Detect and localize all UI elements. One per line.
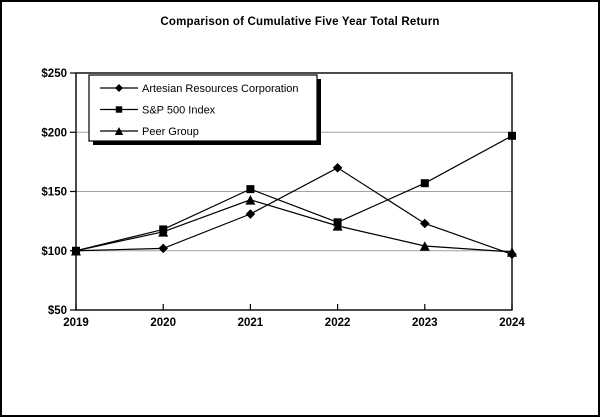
chart-title: Comparison of Cumulative Five Year Total… (160, 16, 440, 28)
data-point-marker (508, 131, 516, 140)
x-tick-label: 2023 (412, 317, 438, 329)
x-tick-label: 2022 (325, 317, 351, 329)
data-point-marker (159, 225, 168, 234)
y-tick-label: $150 (41, 187, 67, 199)
legend-item: Artesian Resources Corporation (100, 83, 299, 95)
square-icon (115, 106, 123, 113)
y-tick-label: $100 (41, 246, 67, 258)
x-tick-label: 2019 (63, 317, 89, 329)
series-diamond (71, 163, 517, 260)
data-point-marker (333, 218, 342, 227)
series-triangle (71, 194, 517, 257)
data-point-marker (71, 245, 81, 256)
diamond-icon (115, 84, 123, 92)
legend-item: Peer Group (100, 126, 199, 138)
y-tick-label: $250 (41, 68, 67, 80)
x-tick-label: 2020 (150, 317, 176, 329)
data-point-marker (245, 194, 256, 205)
data-point-marker (245, 209, 256, 219)
data-point-marker (507, 249, 517, 260)
x-tick-label: 2024 (499, 317, 525, 329)
series-line (75, 135, 513, 252)
data-point-marker (246, 185, 255, 194)
legend-item: S&P 500 Index (100, 105, 216, 117)
legend-label: Peer Group (142, 126, 199, 138)
data-point-marker (419, 241, 430, 251)
series-line (75, 199, 513, 253)
y-tick-label: $200 (41, 127, 67, 139)
legend-box (88, 74, 318, 142)
x-tick-label: 2021 (238, 317, 264, 329)
legend: Artesian Resources Corporation S&P 500 In… (88, 74, 321, 145)
data-point-marker (420, 179, 429, 188)
y-tick-label: $50 (48, 305, 67, 317)
data-point-marker (158, 243, 168, 254)
data-point-marker (420, 218, 430, 229)
legend-label: S&P 500 Index (142, 105, 216, 117)
triangle-icon (114, 127, 124, 135)
legend-label: Artesian Resources Corporation (142, 83, 299, 95)
series-line (75, 167, 513, 255)
data-point-marker (332, 163, 343, 173)
series-square (72, 131, 516, 255)
